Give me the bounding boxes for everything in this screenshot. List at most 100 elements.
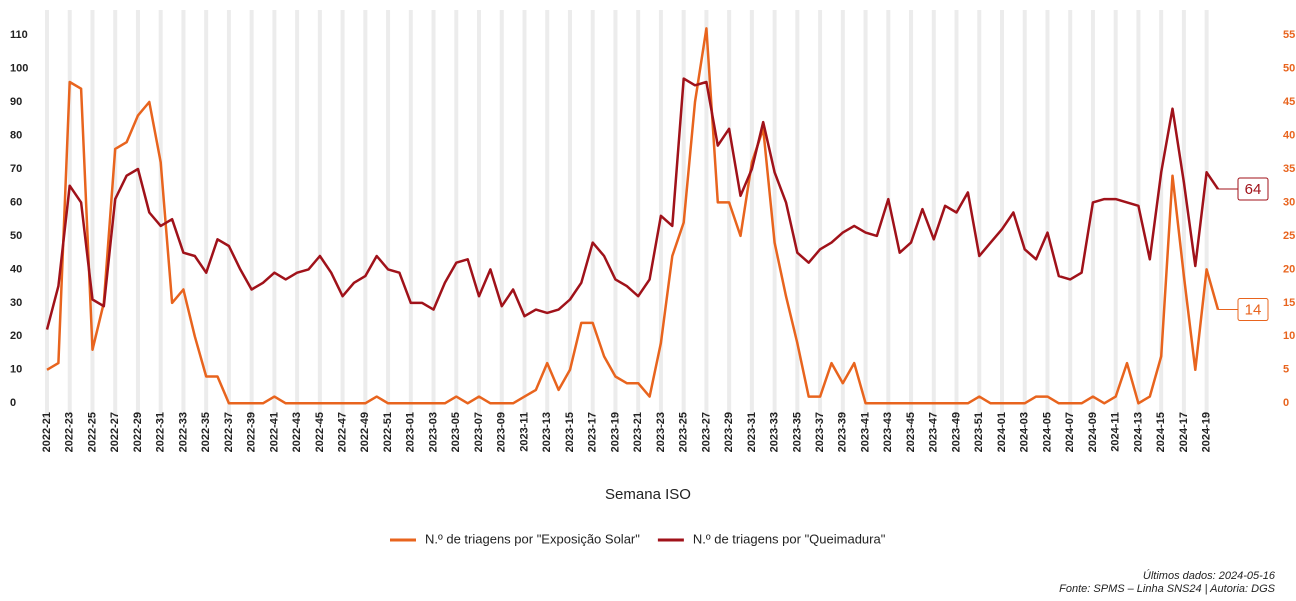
x-tick-label: 2023-17 — [587, 412, 599, 452]
y2-tick-label: 50 — [1283, 62, 1295, 74]
y2-tick-label: 0 — [1283, 397, 1289, 409]
grid-line — [113, 10, 118, 420]
y-tick-label: 90 — [10, 96, 22, 108]
y-tick-label: 100 — [10, 62, 28, 74]
grid-line — [363, 10, 368, 420]
x-axis-label: Semana ISO — [605, 486, 691, 503]
y-tick-label: 40 — [10, 263, 22, 275]
grid-line — [727, 10, 732, 420]
grid-line — [249, 10, 254, 420]
grid-line — [749, 10, 754, 420]
grid-line — [795, 10, 800, 420]
grid-line — [340, 10, 345, 420]
x-tick-label: 2023-07 — [473, 412, 485, 452]
annotation-box — [1237, 298, 1269, 322]
grid-line — [90, 10, 95, 420]
x-tick-label: 2023-35 — [791, 412, 803, 452]
grid-line — [954, 10, 959, 420]
x-tick-label: 2023-33 — [769, 412, 781, 452]
grid-line — [886, 10, 891, 420]
grid-line — [431, 10, 436, 420]
x-tick-label: 2024-15 — [1155, 412, 1167, 452]
grid-line — [45, 10, 49, 420]
x-tick-label: 2022-37 — [223, 412, 235, 452]
x-tick-label: 2023-13 — [541, 412, 553, 452]
x-tick-label: 2023-23 — [655, 412, 667, 452]
x-tick-label: 2024-05 — [1041, 412, 1053, 452]
series-line — [45, 77, 1220, 330]
grid-line — [1022, 10, 1027, 420]
value-label: 14 — [1245, 302, 1262, 319]
value-label: 64 — [1245, 181, 1262, 198]
x-tick-label: 2023-39 — [837, 412, 849, 452]
y-tick-label: 110 — [10, 29, 28, 41]
legend-label: N.º de triagens por "Exposição Solar" — [425, 531, 640, 546]
grid-line — [1204, 10, 1209, 420]
x-tick-label: 2023-25 — [678, 412, 690, 452]
x-tick-label: 2022-27 — [109, 412, 121, 452]
grid-line — [772, 10, 777, 420]
x-tick-label: 2023-43 — [882, 412, 894, 452]
grid-line — [704, 10, 709, 420]
footnote: Últimos dados: 2024-05-16 — [1143, 569, 1276, 582]
x-tick-label: 2022-49 — [359, 412, 371, 452]
y2-tick-label: 35 — [1283, 163, 1295, 175]
x-tick-label: 2022-21 — [41, 412, 53, 452]
y2-tick-label: 55 — [1283, 29, 1295, 41]
grid-line — [818, 10, 823, 420]
x-tick-label: 2022-29 — [132, 412, 144, 452]
x-tick-label: 2022-51 — [382, 412, 394, 452]
grid-line — [613, 10, 618, 420]
x-tick-label: 2023-21 — [632, 412, 644, 452]
x-tick-label: 2022-35 — [200, 412, 212, 452]
y2-tick-label: 15 — [1283, 297, 1295, 309]
grid-line — [67, 10, 72, 420]
y-tick-label: 80 — [10, 129, 22, 141]
y-tick-label: 30 — [10, 297, 22, 309]
x-tick-label: 2024-19 — [1201, 412, 1213, 452]
x-tick-label: 2024-03 — [1019, 412, 1031, 452]
grid-line — [454, 10, 459, 420]
grid-line — [1136, 10, 1141, 420]
x-tick-label: 2023-05 — [450, 412, 462, 452]
x-tick-label: 2022-47 — [336, 412, 348, 452]
x-tick-label: 2023-03 — [427, 412, 439, 452]
grid-line — [1068, 10, 1073, 420]
x-tick-label: 2023-01 — [405, 412, 417, 452]
y2-tick-label: 5 — [1283, 364, 1289, 376]
y2-tick-label: 40 — [1283, 129, 1295, 141]
grid-line — [1090, 10, 1095, 420]
y2-tick-label: 10 — [1283, 330, 1295, 342]
x-tick-label: 2022-33 — [177, 412, 189, 452]
x-tick-label: 2022-39 — [246, 412, 258, 452]
grid-line — [272, 10, 277, 420]
x-tick-label: 2023-51 — [973, 412, 985, 452]
x-tick-label: 2023-27 — [700, 412, 712, 452]
grid-line — [204, 10, 209, 420]
y2-tick-label: 20 — [1283, 263, 1295, 275]
grid-line — [1159, 10, 1164, 420]
grid-line — [158, 10, 163, 420]
grid-line — [840, 10, 845, 420]
grid-line — [931, 10, 936, 420]
footnote: Fonte: SPMS – Linha SNS24 | Autoria: DGS — [1059, 583, 1275, 595]
x-tick-label: 2024-13 — [1132, 412, 1144, 452]
y2-tick-label: 30 — [1283, 196, 1295, 208]
y-tick-label: 20 — [10, 330, 22, 342]
y2-tick-label: 45 — [1283, 96, 1295, 108]
x-tick-label: 2022-41 — [268, 412, 280, 452]
y-tick-label: 10 — [10, 364, 22, 376]
y2-tick-label: 25 — [1283, 230, 1295, 242]
annotation-box — [1237, 177, 1269, 201]
x-tick-label: 2023-31 — [746, 412, 758, 452]
x-tick-label: 2024-09 — [1087, 412, 1099, 452]
legend-label: N.º de triagens por "Queimadura" — [693, 531, 886, 546]
grid-line — [477, 10, 482, 420]
x-tick-label: 2023-19 — [609, 412, 621, 452]
grid-line — [1045, 10, 1050, 420]
x-tick-label: 2023-41 — [859, 412, 871, 452]
x-tick-label: 2023-37 — [814, 412, 826, 452]
grid-line — [999, 10, 1004, 420]
grid-line — [1113, 10, 1118, 420]
grid-line — [295, 10, 300, 420]
